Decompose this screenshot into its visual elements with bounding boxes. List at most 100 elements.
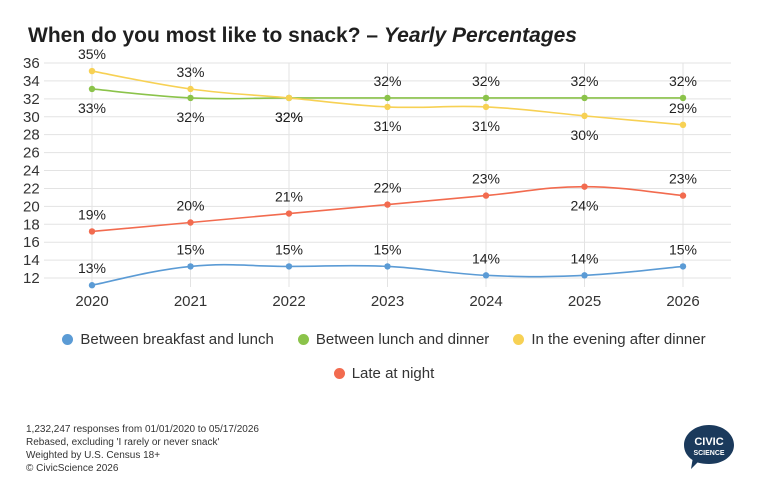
footer-weighted: Weighted by U.S. Census 18+ [26,450,161,461]
data-point-late-at-night [482,192,490,199]
legend-row-2: Late at night [0,362,768,384]
data-label-late-at-night: 23% [669,171,697,187]
logo-bubble-icon [684,425,734,469]
data-label-between-breakfast-and-lunch: 15% [275,241,303,257]
data-label-late-at-night: 24% [570,198,598,214]
title-separator: – [366,24,379,47]
data-point-between-breakfast-and-lunch [187,263,194,270]
legend-label: Late at night [351,364,435,382]
y-tick-label: 34 [23,73,40,90]
data-point-between-lunch-and-dinner [88,85,96,93]
data-label-between-breakfast-and-lunch: 15% [176,241,204,257]
x-tick-label: 2020 [75,293,108,310]
footer-rebased: Rebased, excluding 'I rarely or never sn… [26,437,220,448]
legend-label: In the evening after dinner [531,330,706,348]
footer-responses: 1,232,247 responses from 01/01/2020 to 0… [26,424,259,435]
data-point-late-at-night [88,228,96,235]
data-point-in-the-evening-after-dinner [581,112,588,120]
data-point-late-at-night [581,183,588,190]
data-point-between-lunch-and-dinner [679,94,687,102]
legend-dot-icon [297,333,309,345]
data-point-late-at-night [384,201,391,208]
data-label-in-the-evening-after-dinner: 32% [275,109,303,125]
y-tick-label: 22 [23,180,40,197]
data-point-between-breakfast-and-lunch [88,282,96,289]
data-point-between-lunch-and-dinner [384,94,391,102]
footer-copyright: © CivicScience 2026 [26,463,119,474]
data-point-in-the-evening-after-dinner [384,103,391,111]
data-point-in-the-evening-after-dinner [187,85,194,93]
legend-item-in-the-evening-after-dinner: In the evening after dinner [513,330,706,348]
data-label-late-at-night: 21% [275,189,303,205]
legend-dot-icon [513,333,525,345]
data-point-between-breakfast-and-lunch [285,263,293,270]
legend: Between breakfast and lunch Between lunc… [0,328,768,384]
y-tick-label: 30 [23,109,40,126]
data-point-between-breakfast-and-lunch [384,263,391,270]
data-labels: 13% 15% 15% 15% 14% 14% 15% 33% 32% 32% 32% 32% 32% 3… [78,46,697,276]
data-point-late-at-night [187,219,194,226]
title-subtitle: Yearly Percentages [383,24,577,47]
data-point-between-breakfast-and-lunch [679,263,687,270]
data-label-late-at-night: 23% [472,171,500,187]
y-tick-label: 28 [23,127,40,144]
data-label-between-lunch-and-dinner: 32% [373,73,401,89]
legend-label: Between breakfast and lunch [80,330,274,348]
y-tick-label: 24 [23,163,40,180]
y-tick-label: 26 [23,145,40,162]
y-tick-label: 12 [23,270,40,287]
series-points [88,67,687,289]
chart-title: When do you most like to snack? – Yearly… [28,24,577,48]
data-label-between-breakfast-and-lunch: 15% [373,241,401,257]
legend-label: Between lunch and dinner [315,330,490,348]
data-label-in-the-evening-after-dinner: 33% [176,64,204,80]
data-point-between-lunch-and-dinner [581,94,588,102]
data-point-in-the-evening-after-dinner [285,94,293,102]
data-label-between-lunch-and-dinner: 32% [472,73,500,89]
data-point-between-lunch-and-dinner [482,94,490,102]
y-tick-label: 18 [23,216,40,233]
data-point-in-the-evening-after-dinner [482,103,490,111]
x-tick-label: 2024 [469,293,502,310]
x-tick-label: 2023 [371,293,404,310]
data-label-late-at-night: 19% [78,206,106,222]
data-point-between-breakfast-and-lunch [482,272,490,279]
data-label-between-lunch-and-dinner: 33% [78,100,106,116]
legend-row-1: Between breakfast and lunch Between lunc… [0,328,768,350]
y-tick-label: 32 [23,91,40,108]
legend-item-between-breakfast-and-lunch: Between breakfast and lunch [62,330,274,348]
data-label-between-lunch-and-dinner: 32% [176,109,204,125]
data-label-in-the-evening-after-dinner: 31% [472,118,500,134]
y-tick-label: 14 [23,252,40,269]
data-label-between-breakfast-and-lunch: 13% [78,260,106,276]
x-tick-label: 2021 [174,293,207,310]
data-label-in-the-evening-after-dinner: 35% [78,46,106,62]
data-point-in-the-evening-after-dinner [88,67,96,75]
data-point-late-at-night [679,192,687,199]
x-axis-ticks: 2020 2021 2022 2023 2024 2025 2026 [75,293,699,310]
civicscience-logo: CIVIC SCIENCE [684,425,734,469]
logo-text-science: SCIENCE [693,450,724,457]
y-tick-label: 36 [23,55,40,72]
data-label-in-the-evening-after-dinner: 31% [373,118,401,134]
data-label-late-at-night: 20% [176,197,204,213]
data-label-late-at-night: 22% [373,180,401,196]
title-main: When do you most like to snack? [28,24,361,47]
legend-item-between-lunch-and-dinner: Between lunch and dinner [297,330,490,348]
data-label-between-breakfast-and-lunch: 14% [472,250,500,266]
data-point-between-lunch-and-dinner [187,94,194,102]
legend-item-late-at-night: Late at night [333,364,435,382]
data-label-between-breakfast-and-lunch: 15% [669,241,697,257]
y-tick-label: 16 [23,234,40,251]
data-label-in-the-evening-after-dinner: 29% [669,100,697,116]
data-label-in-the-evening-after-dinner: 30% [570,127,598,143]
data-label-between-lunch-and-dinner: 32% [669,73,697,89]
y-tick-label: 20 [23,198,40,215]
x-tick-label: 2026 [666,293,699,310]
legend-dot-icon [333,367,345,379]
data-point-between-breakfast-and-lunch [581,272,588,279]
footer-notes: 1,232,247 responses from 01/01/2020 to 0… [26,423,259,475]
x-tick-label: 2022 [272,293,305,310]
